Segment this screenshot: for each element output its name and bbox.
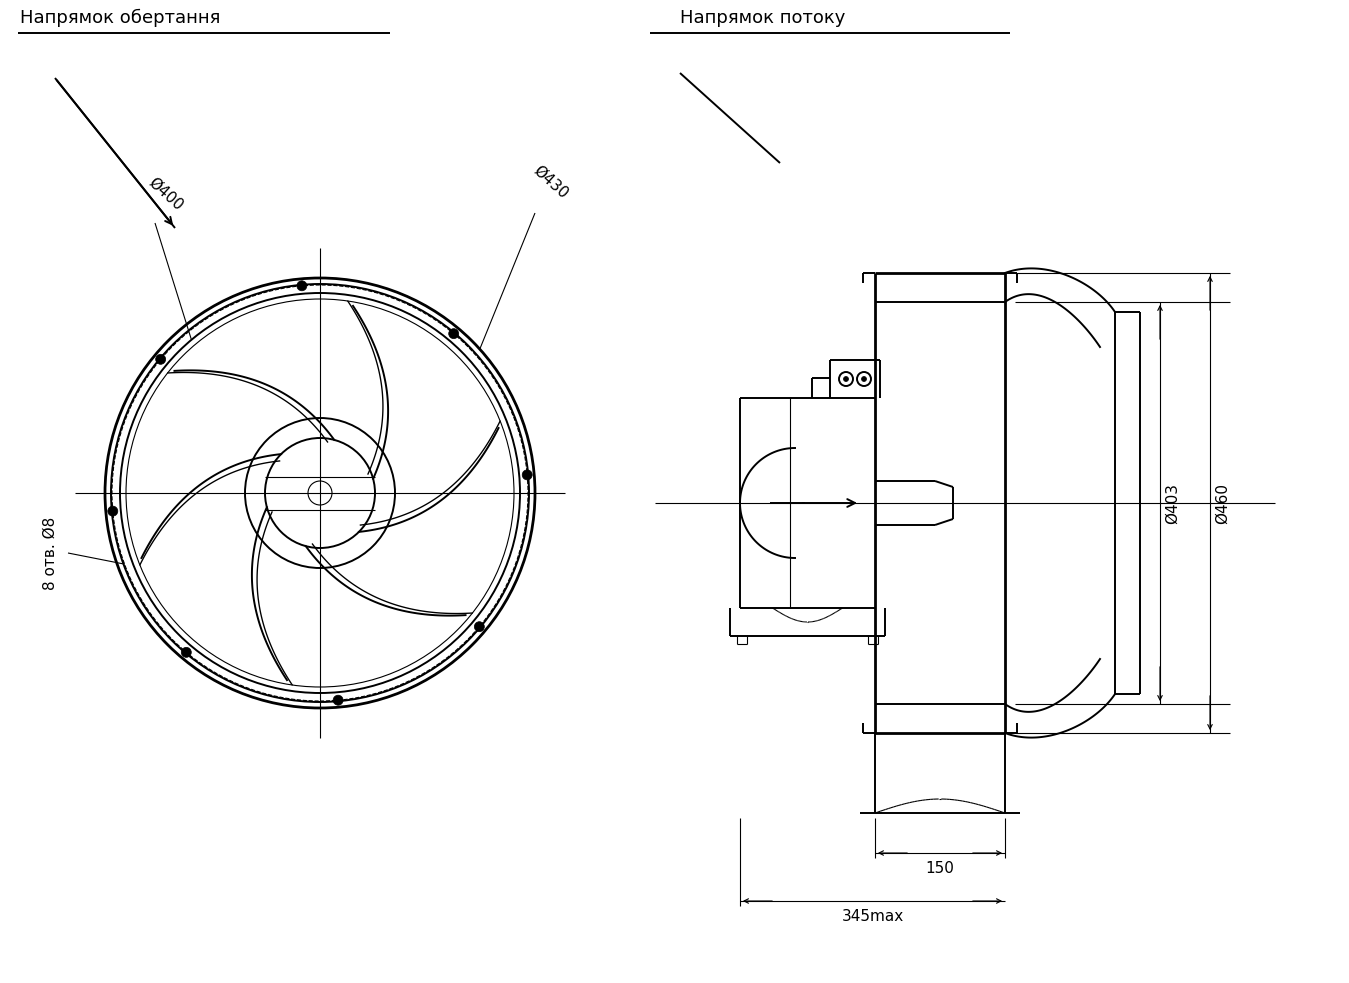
Circle shape	[449, 328, 459, 339]
Text: Ø400: Ø400	[144, 175, 185, 213]
Text: Ø403: Ø403	[1166, 483, 1180, 524]
Text: Ø460: Ø460	[1215, 483, 1230, 524]
Circle shape	[297, 281, 306, 291]
Circle shape	[843, 376, 849, 381]
Circle shape	[862, 376, 866, 381]
Text: 8 отв. Ø8: 8 отв. Ø8	[43, 516, 58, 590]
Text: Напрямок обертання: Напрямок обертання	[20, 9, 220, 27]
Circle shape	[108, 506, 117, 516]
Circle shape	[155, 354, 166, 365]
Text: Ø430: Ø430	[530, 162, 571, 201]
Circle shape	[475, 621, 484, 632]
Text: 150: 150	[925, 861, 955, 876]
Circle shape	[181, 648, 192, 658]
Text: 345max: 345max	[842, 909, 904, 924]
Text: Напрямок потоку: Напрямок потоку	[680, 9, 846, 27]
Circle shape	[522, 470, 533, 480]
Circle shape	[333, 695, 343, 705]
